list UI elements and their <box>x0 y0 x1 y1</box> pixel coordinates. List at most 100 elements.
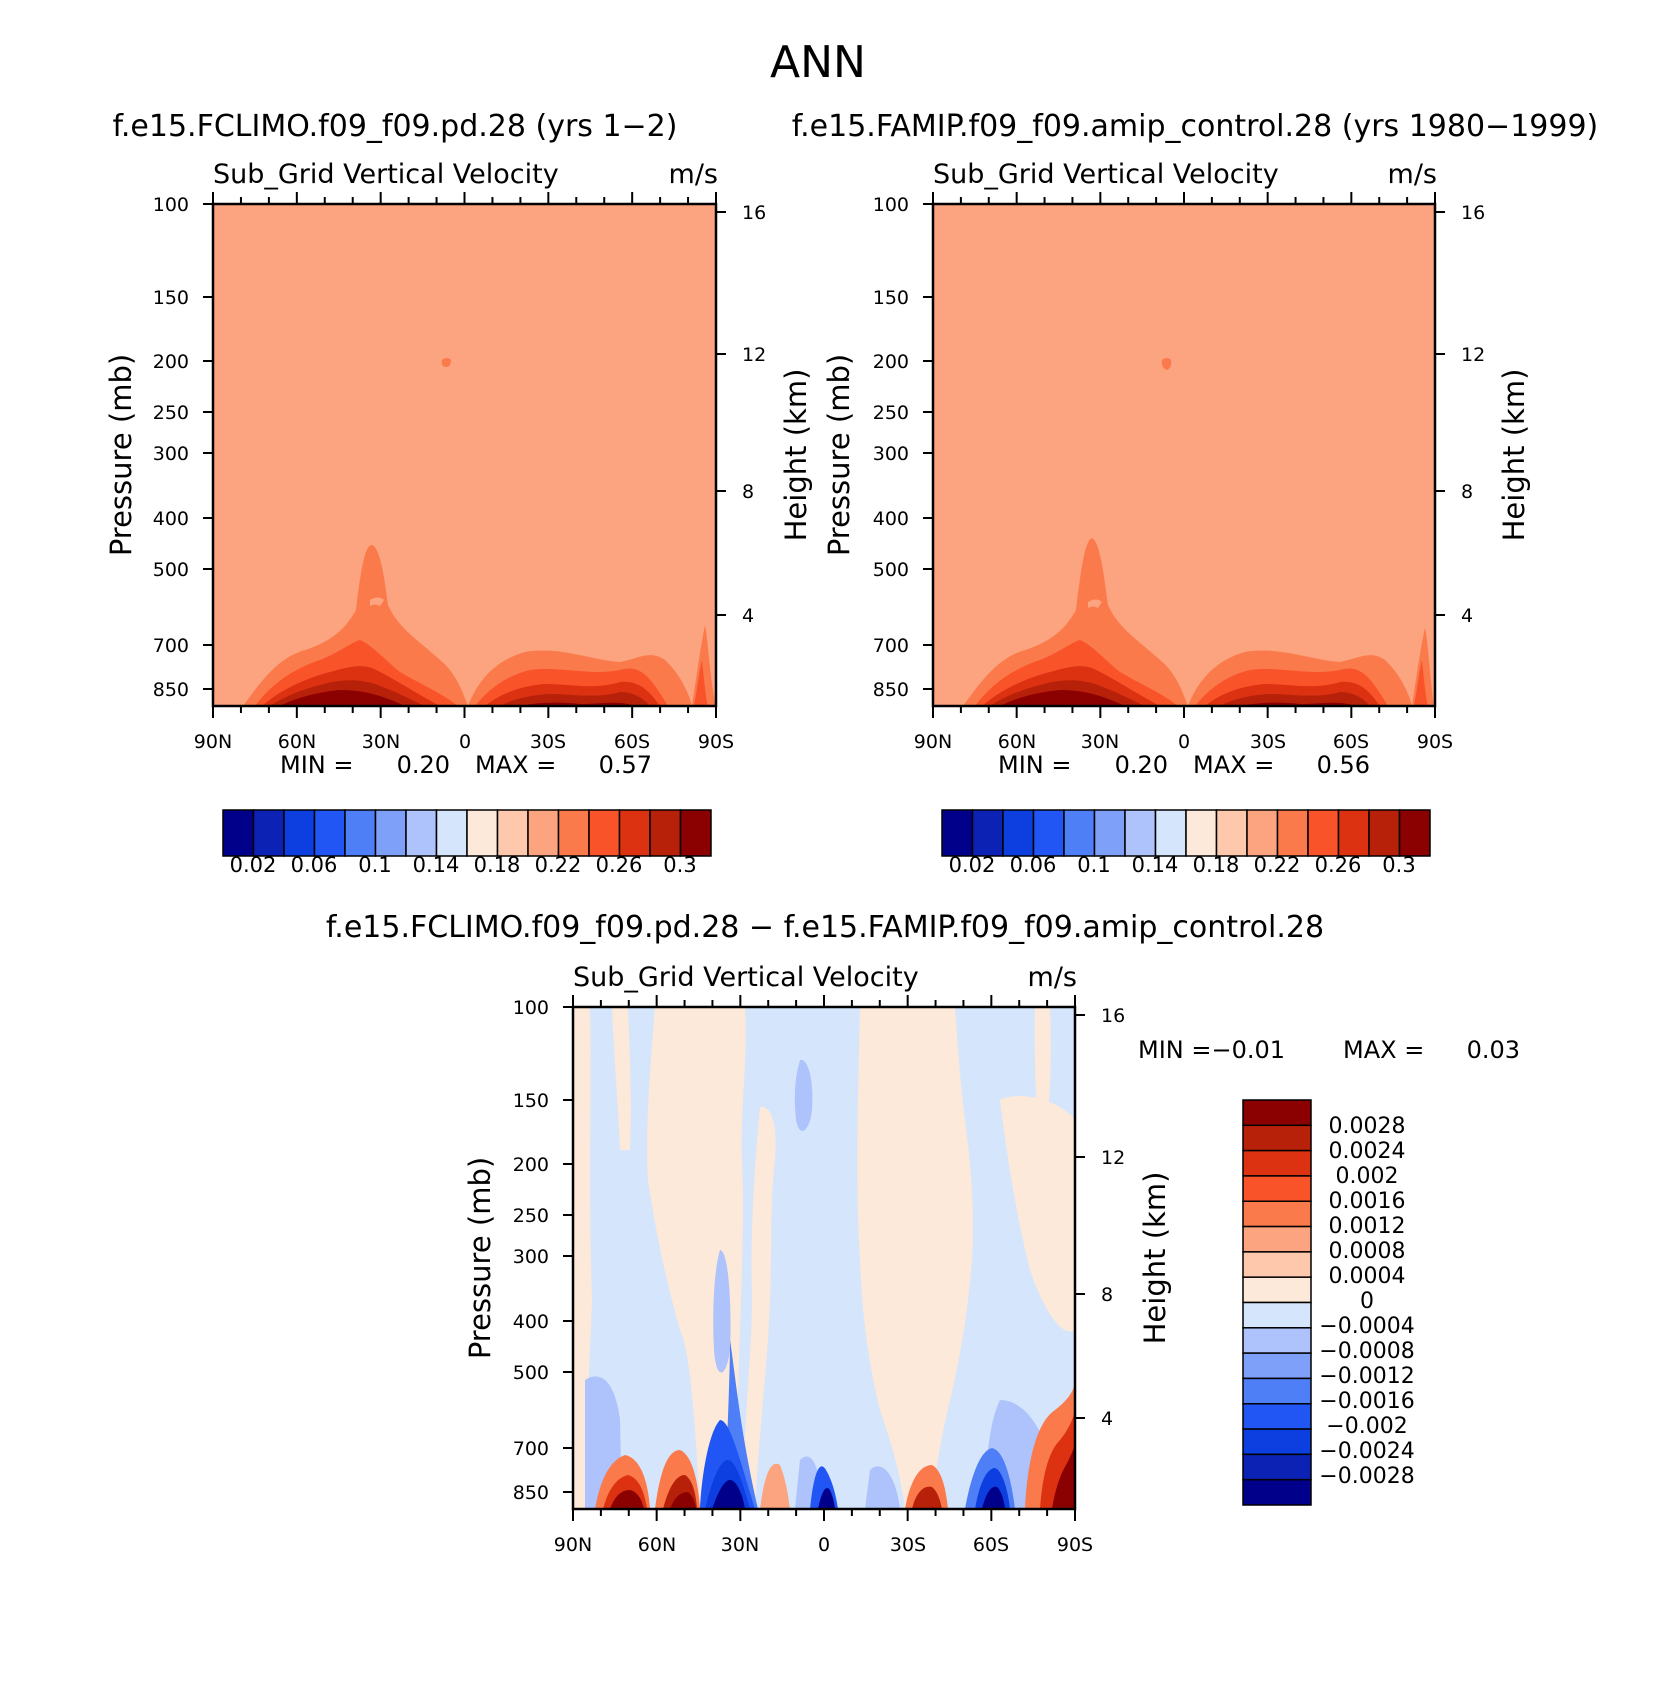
colorbar-label: 0.26 <box>1315 853 1362 877</box>
colorbar-label: 0.14 <box>1132 853 1179 877</box>
colorbar-swatch <box>1242 1377 1312 1405</box>
x-tick-label: 30N <box>721 1534 759 1556</box>
x-tick-label: 30S <box>1250 731 1286 753</box>
y-axis-title-right: Height (km) <box>779 369 813 542</box>
min-label: MIN = <box>998 751 1071 779</box>
colorbar-swatch <box>1093 809 1126 857</box>
colorbar-swatch <box>344 809 377 857</box>
colorbar-swatch <box>1154 809 1187 857</box>
colorbar-swatch <box>527 809 560 857</box>
y-tick-labels-right: 16 12 8 4 <box>1461 202 1485 627</box>
colorbar-swatch <box>618 809 651 857</box>
y-tick-label: 850 <box>513 1482 549 1504</box>
x-tick-label: 90N <box>554 1534 592 1556</box>
y-tick-label: 400 <box>153 508 189 530</box>
x-tick-label: 90S <box>698 731 734 753</box>
x-tick-label: 60N <box>278 731 316 753</box>
y-tick-label-right: 4 <box>1461 605 1473 627</box>
y-tick-label: 150 <box>873 287 909 309</box>
colorbar-label: 0.0012 <box>1329 1214 1406 1239</box>
minor-ticks <box>572 995 1076 1521</box>
colorbar-swatch <box>1242 1478 1312 1506</box>
x-tick-label: 30N <box>1081 731 1119 753</box>
x-tick-label: 60S <box>973 1534 1009 1556</box>
max-value: 0.57 <box>599 751 652 779</box>
colorbar-label: 0.0016 <box>1329 1189 1406 1214</box>
colorbar-label: 0.06 <box>291 853 338 877</box>
colorbar-swatch <box>1242 1124 1312 1152</box>
max-label: MAX = <box>1343 1036 1424 1064</box>
colorbar-swatch <box>1124 809 1157 857</box>
colorbar-swatch <box>252 809 285 857</box>
colorbar-label: 0.02 <box>230 853 277 877</box>
contour-level-max <box>1000 690 1355 706</box>
y-tick-label-right: 8 <box>742 481 754 503</box>
colorbar-label: −0.0024 <box>1319 1439 1414 1464</box>
colorbar-swatch <box>374 809 407 857</box>
x-tick-label: 90S <box>1417 731 1453 753</box>
colorbar-swatch <box>679 809 712 857</box>
colorbar-label: 0.3 <box>663 853 696 877</box>
y-tick-label: 100 <box>153 194 189 216</box>
colorbar-swatch <box>1215 809 1248 857</box>
colorbar-swatch <box>588 809 621 857</box>
colorbar-swatch <box>283 809 316 857</box>
units-label: m/s <box>1388 159 1437 190</box>
colorbar <box>941 809 1431 857</box>
y-tick-label: 500 <box>513 1362 549 1384</box>
colorbar <box>1242 1099 1312 1506</box>
y-tick-label: 300 <box>153 443 189 465</box>
y-tick-label-right: 16 <box>742 202 766 224</box>
panel-title: f.e15.FAMIP.f09_f09.amip_control.28 (yrs… <box>792 109 1599 144</box>
colorbar-label: 0.26 <box>596 853 643 877</box>
y-axis-right <box>716 211 726 616</box>
colorbar-swatch <box>971 809 1004 857</box>
y-tick-labels-left: 100 150 200 250 300 400 500 700 850 <box>873 194 909 701</box>
y-axis-title: Pressure (mb) <box>463 1157 497 1359</box>
colorbar-label: −0.0008 <box>1319 1339 1414 1364</box>
y-tick-label: 200 <box>873 351 909 373</box>
colorbar-label: 0.22 <box>1254 853 1301 877</box>
min-value: −0.01 <box>1211 1036 1285 1064</box>
y-axis-right <box>1435 211 1445 616</box>
min-label: MIN = <box>280 751 353 779</box>
y-tick-labels-right: 16 12 8 4 <box>742 202 766 627</box>
x-tick-label: 90S <box>1057 1534 1093 1556</box>
x-tick-label: 0 <box>818 1534 830 1556</box>
variable-label: Sub_Grid Vertical Velocity <box>933 159 1279 190</box>
minor-ticks <box>212 192 717 718</box>
x-tick-label: 60N <box>638 1534 676 1556</box>
max-label: MAX = <box>1193 751 1274 779</box>
colorbar-swatch <box>1276 809 1309 857</box>
y-tick-label: 250 <box>873 402 909 424</box>
background-level-fill <box>213 204 716 706</box>
colorbar-swatch <box>496 809 529 857</box>
panel-top-left: f.e15.FCLIMO.f09_f09.pd.28 (yrs 1−2) Sub… <box>104 109 813 877</box>
colorbar-swatch <box>1242 1225 1312 1253</box>
units-label: m/s <box>1028 962 1077 993</box>
colorbar-swatch <box>405 809 438 857</box>
colorbar-swatch <box>1368 809 1401 857</box>
y-tick-label: 400 <box>513 1311 549 1333</box>
colorbar-label: −0.0004 <box>1319 1314 1414 1339</box>
colorbar-swatch <box>1337 809 1370 857</box>
colorbar-swatch <box>313 809 346 857</box>
colorbar-label: −0.0012 <box>1319 1364 1414 1389</box>
colorbar-label: 0.3 <box>1382 853 1415 877</box>
plot-area <box>933 204 1435 706</box>
y-tick-label-right: 16 <box>1101 1005 1125 1027</box>
y-tick-label-right: 16 <box>1461 202 1485 224</box>
colorbar-label: 0.0004 <box>1329 1264 1406 1289</box>
colorbar-swatch <box>1242 1099 1312 1127</box>
y-tick-label: 700 <box>153 635 189 657</box>
background-level-fill <box>933 204 1435 706</box>
variable-label: Sub_Grid Vertical Velocity <box>213 159 559 190</box>
x-tick-label: 90N <box>914 731 952 753</box>
x-axis: 90N 60N 30N 0 30S 60S 90S <box>914 192 1453 753</box>
y-tick-label: 250 <box>513 1205 549 1227</box>
colorbar-label: −0.0016 <box>1319 1389 1414 1414</box>
variable-label: Sub_Grid Vertical Velocity <box>573 962 919 993</box>
max-value: 0.03 <box>1467 1036 1520 1064</box>
contour-small-spot <box>1161 358 1172 370</box>
y-tick-label: 400 <box>873 508 909 530</box>
